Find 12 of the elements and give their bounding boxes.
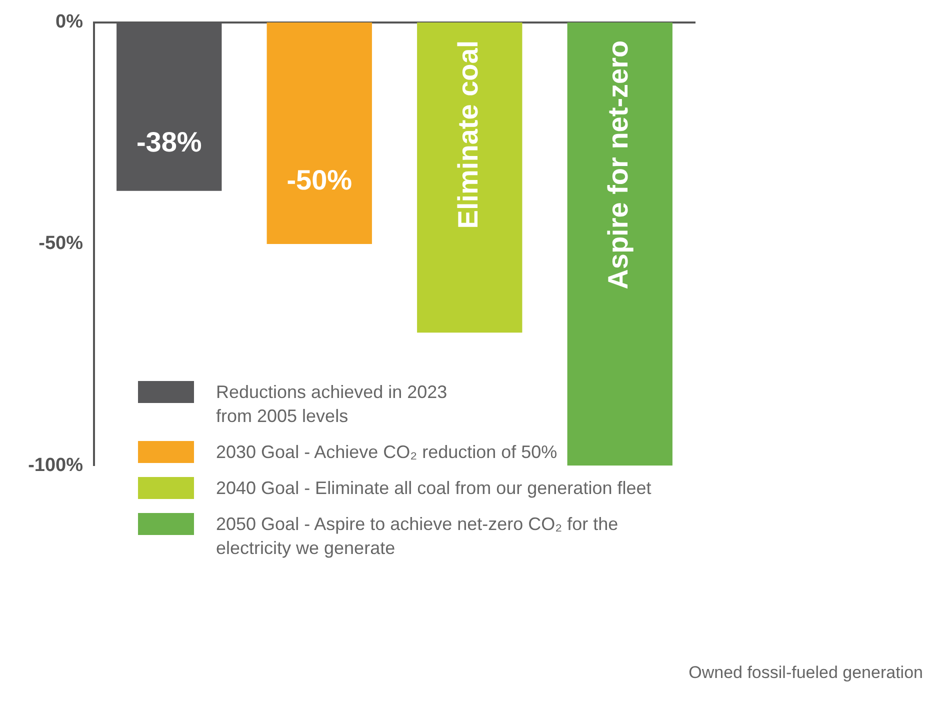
y-tick-label: 0% bbox=[56, 12, 84, 33]
legend-label: Reductions achieved in 2023 from 2005 levels bbox=[216, 381, 448, 428]
legend-label: 2030 Goal - Achieve CO₂ reduction of 50% bbox=[216, 441, 558, 464]
data-label: -38% bbox=[136, 126, 202, 158]
y-tick-label: -100% bbox=[28, 454, 84, 476]
y-tick-label: -50% bbox=[38, 233, 84, 254]
legend-label: 2040 Goal - Eliminate all coal from our generation fleet bbox=[216, 477, 652, 500]
data-label: Eliminate coal bbox=[452, 40, 484, 229]
text: Owned fossil-fueled generation bbox=[688, 663, 923, 683]
data-label: -50% bbox=[286, 164, 352, 196]
legend-label: 2050 Goal - Aspire to achieve net-zero CO₂ for the electricity we generate bbox=[216, 513, 620, 560]
data-label: Aspire for net-zero bbox=[602, 40, 634, 290]
